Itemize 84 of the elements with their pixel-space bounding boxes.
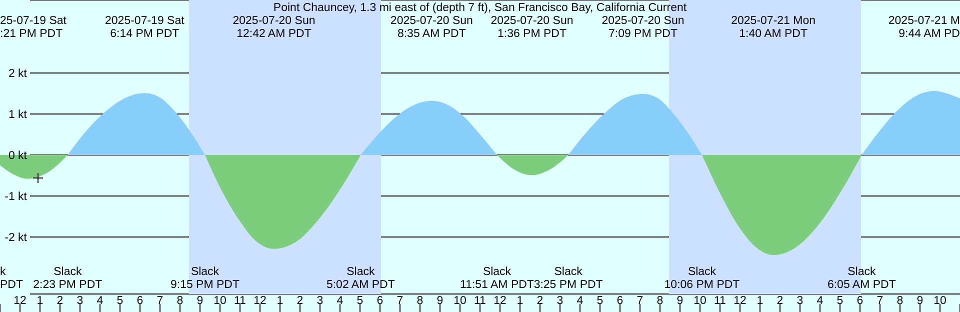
x-tick-label: 9 xyxy=(676,295,684,307)
annotation: PDT xyxy=(0,279,23,291)
x-tick-label: 7 xyxy=(396,295,404,307)
y-tick-label: -2 kt xyxy=(4,232,28,244)
annotation: Slack xyxy=(482,266,512,278)
x-tick-label: 2 xyxy=(296,295,304,307)
annotation: 9:15 PM PDT xyxy=(170,279,240,291)
x-tick-label: 11 xyxy=(234,295,246,307)
x-tick-label: 5 xyxy=(116,295,124,307)
x-tick-label: 1 xyxy=(756,295,764,307)
x-tick-label: 5 xyxy=(596,295,604,307)
x-tick-label: 12 xyxy=(734,295,746,307)
x-tick-label: 8 xyxy=(896,295,904,307)
x-tick-label: 7 xyxy=(876,295,884,307)
x-tick-label: 4 xyxy=(96,295,104,307)
annotation: Slack xyxy=(554,266,583,278)
x-tick-label: 6 xyxy=(376,295,384,307)
x-tick-label: 6 xyxy=(616,295,624,307)
x-tick-label: 1 xyxy=(516,295,524,307)
annotation: 8:35 AM PDT xyxy=(397,28,466,40)
x-tick-label: 9 xyxy=(436,295,444,307)
y-tick-label: 1 kt xyxy=(8,108,28,121)
x-tick-label: 10 xyxy=(694,295,706,307)
annotation: 2:23 PM PDT xyxy=(33,279,102,291)
annotation: Slack xyxy=(54,266,82,278)
annotation: 1:40 AM PDT xyxy=(739,28,808,40)
x-tick-label: 9 xyxy=(196,295,204,307)
annotation: 6:14 PM PDT xyxy=(110,28,180,40)
annotation: 2025-07-20 Sun xyxy=(390,15,473,27)
x-tick-label: 2 xyxy=(56,295,64,307)
x-tick-label: 4 xyxy=(336,295,344,307)
x-tick-label: 4 xyxy=(816,295,824,307)
annotation: 7:09 PM PDT xyxy=(608,28,678,40)
annotation: 2025-07-21 Mon xyxy=(731,15,816,27)
x-tick-label: 10 xyxy=(454,295,466,307)
annotation: Slack xyxy=(190,266,220,278)
x-tick-label: 3 xyxy=(556,295,564,307)
chart-title: Point Chauncey, 1.3 mi east of (depth 7 ft), San Francisco Bay, California Current xyxy=(273,2,688,14)
annotation: Slack xyxy=(848,266,876,278)
x-tick-label: 4 xyxy=(576,295,584,307)
x-tick-label: 5 xyxy=(836,295,844,307)
x-tick-label: 9 xyxy=(916,295,924,307)
x-tick-label: 12 xyxy=(494,295,506,307)
annotation: 2025-07-20 Sun xyxy=(490,15,574,27)
x-tick-label: 3 xyxy=(796,295,804,307)
annotation: 11:51 AM PDT xyxy=(460,279,534,291)
x-tick-label: 10 xyxy=(214,295,226,307)
annotation: Slack xyxy=(346,266,375,278)
x-tick-label: 12 xyxy=(254,295,266,307)
annotation: 9:44 AM PD xyxy=(898,28,960,40)
x-tick-label: 1 xyxy=(276,295,284,307)
x-tick-label: 7 xyxy=(156,295,164,307)
annotation: 2025-07-19 Sat xyxy=(105,15,186,27)
annotation: k xyxy=(0,266,6,278)
annotation: 2025-07-21 M xyxy=(888,15,960,27)
annotation: Slack xyxy=(688,266,716,278)
annotation: 25-07-19 Sat xyxy=(0,15,68,27)
annotation: 10:06 PM PDT xyxy=(664,279,740,291)
annotation: :21 PM PDT xyxy=(0,28,63,40)
x-tick-label: 10 xyxy=(934,295,946,307)
x-tick-label: 7 xyxy=(636,295,644,307)
x-tick-label: 12 xyxy=(14,295,26,307)
annotation: 3:25 PM PDT xyxy=(534,279,603,291)
x-tick-label: 6 xyxy=(856,295,864,307)
x-tick-label: 8 xyxy=(656,295,664,307)
annotation: 6:05 AM PDT xyxy=(827,279,896,291)
x-tick-label: 1 xyxy=(36,295,44,307)
x-tick-label: 5 xyxy=(356,295,364,307)
x-tick-label: 11 xyxy=(714,295,726,307)
annotation: 1:36 PM PDT xyxy=(497,28,567,40)
x-tick-label: 6 xyxy=(136,295,144,307)
x-tick-label: 3 xyxy=(76,295,84,307)
y-tick-label: 2 kt xyxy=(8,68,28,80)
x-tick-label: 11 xyxy=(474,295,486,307)
annotation: 2025-07-20 Sun xyxy=(232,15,316,27)
annotation: 2025-07-20 Sun xyxy=(602,15,684,27)
x-tick-label: 2 xyxy=(536,295,544,307)
x-tick-label: 8 xyxy=(176,295,184,307)
y-tick-label: -1 kt xyxy=(4,191,28,203)
x-tick-label: 8 xyxy=(416,295,424,307)
annotation: 5:02 AM PDT xyxy=(326,279,395,291)
annotation: 12:42 AM PDT xyxy=(236,28,312,40)
x-tick-label: 3 xyxy=(316,295,324,307)
x-tick-label: 2 xyxy=(776,295,784,307)
